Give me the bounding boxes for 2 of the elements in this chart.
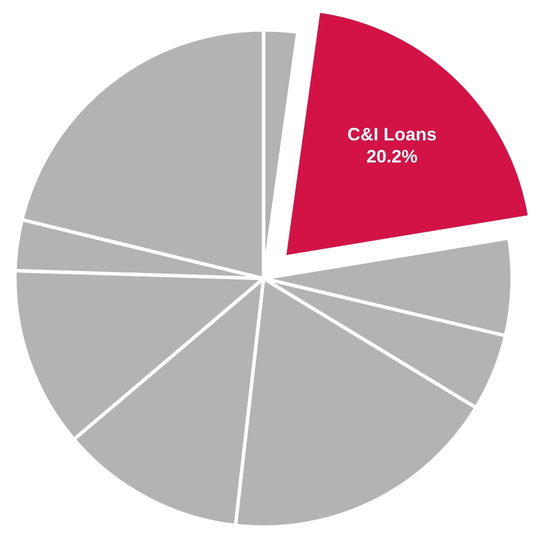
data-label: 20.2% (367, 150, 418, 163)
slice-label: C&I Loans (348, 128, 436, 141)
